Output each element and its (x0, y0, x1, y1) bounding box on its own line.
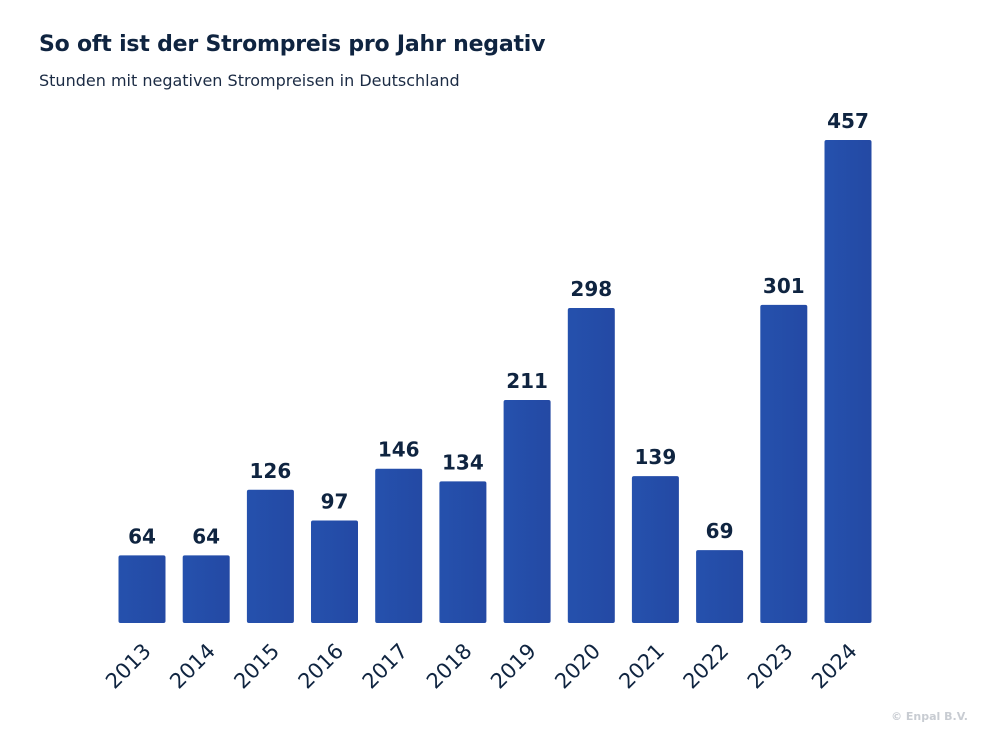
chart-title: So oft ist der Strompreis pro Jahr negat… (39, 32, 546, 57)
value-label-2021: 139 (635, 445, 677, 469)
x-tick-label-2022: 2022 (679, 639, 734, 694)
value-labels-group: 64 64 126 97 146 134 211 298 139 69 301 457 (128, 109, 869, 548)
bars-group (118, 140, 872, 623)
value-label-2019: 211 (506, 369, 548, 393)
x-tick-label-2020: 2020 (550, 639, 605, 694)
x-tick-label-2016: 2016 (294, 639, 349, 694)
bar-2018 (439, 481, 487, 623)
value-label-2020: 298 (570, 277, 612, 301)
bar-2019 (503, 400, 551, 623)
value-label-2015: 126 (250, 459, 292, 483)
bar-2021 (631, 476, 679, 623)
copyright-notice: © Enpal B.V. (891, 710, 968, 723)
bar-2014 (182, 555, 230, 623)
x-tick-label-2019: 2019 (486, 639, 541, 694)
chart-subtitle: Stunden mit negativen Strompreisen in De… (39, 71, 460, 90)
x-tick-label-2015: 2015 (229, 639, 284, 694)
bar-2015 (246, 489, 294, 623)
bar-2013 (118, 555, 166, 623)
value-label-2018: 134 (442, 450, 484, 474)
bar-2017 (375, 468, 423, 623)
x-tick-label-2014: 2014 (165, 639, 220, 694)
value-label-2013: 64 (128, 524, 156, 548)
value-label-2022: 69 (706, 519, 734, 543)
value-label-2023: 301 (763, 274, 805, 298)
x-tick-label-2013: 2013 (101, 639, 156, 694)
bar-2016 (311, 520, 358, 623)
value-label-2014: 64 (192, 524, 220, 548)
bar-2024 (824, 140, 872, 623)
x-tick-label-2018: 2018 (422, 639, 477, 694)
value-label-2016: 97 (321, 490, 349, 514)
x-tick-label-2021: 2021 (614, 639, 669, 694)
bar-2022 (696, 550, 744, 623)
x-tick-label-2024: 2024 (807, 639, 862, 694)
x-tick-label-2017: 2017 (358, 639, 413, 694)
x-axis-labels-group: 2013 2014 2015 2016 2017 2018 2019 2020 2021 2022… (101, 639, 862, 694)
value-label-2017: 146 (378, 438, 420, 462)
value-label-2024: 457 (827, 109, 869, 133)
bar-2020 (567, 308, 615, 623)
x-tick-label-2023: 2023 (743, 639, 798, 694)
bar-2023 (760, 304, 808, 623)
